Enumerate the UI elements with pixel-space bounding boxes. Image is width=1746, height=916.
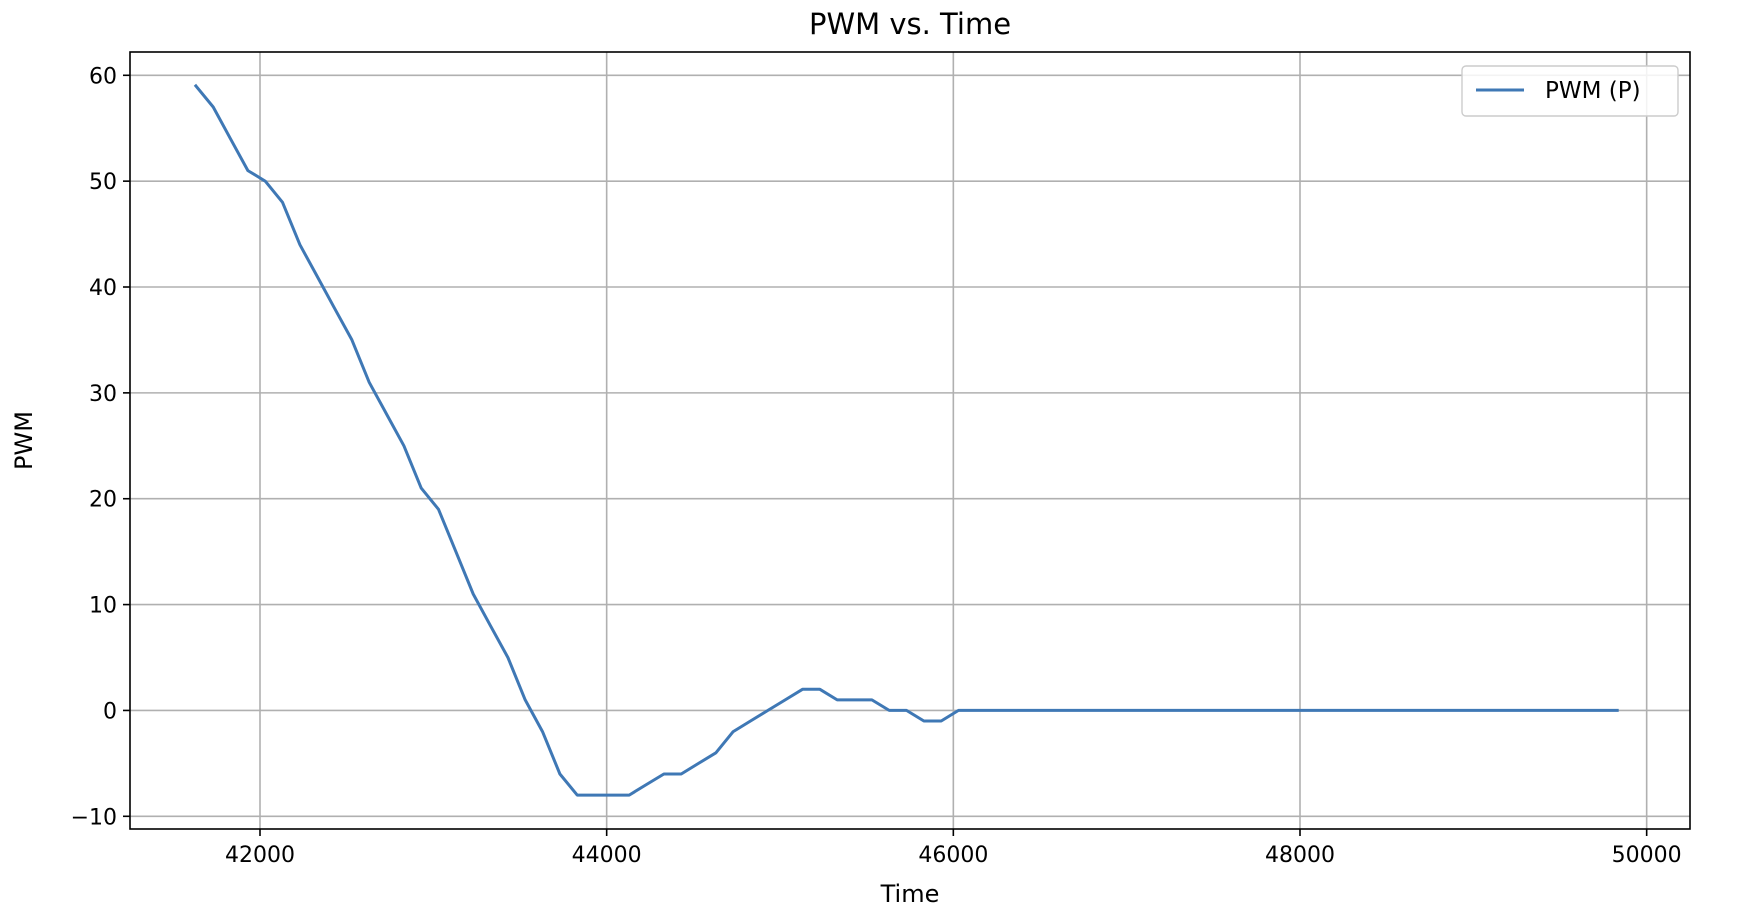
legend-entry-label: PWM (P) — [1545, 78, 1641, 104]
y-axis: −10 0 10 20 30 40 50 60 — [71, 64, 130, 830]
y-tick-label: 10 — [89, 594, 117, 619]
y-tick-label: 50 — [89, 170, 117, 195]
plot-frame — [129, 51, 1691, 830]
y-tick-label: 0 — [103, 699, 117, 724]
chart-title: PWM vs. Time — [809, 7, 1011, 41]
y-axis-label: PWM — [10, 411, 38, 470]
x-tick-label: 48000 — [1265, 843, 1335, 868]
grid — [130, 52, 1690, 829]
legend: PWM (P) — [1461, 65, 1679, 117]
y-tick-label: −10 — [71, 805, 117, 830]
x-tick-label: 44000 — [572, 843, 642, 868]
series-line — [193, 83, 1619, 797]
x-tick-label: 42000 — [225, 843, 295, 868]
x-tick-label: 46000 — [918, 843, 988, 868]
y-tick-label: 20 — [89, 488, 117, 513]
y-tick-label: 30 — [89, 382, 117, 407]
x-tick-label: 50000 — [1612, 843, 1682, 868]
legend-box — [1461, 65, 1679, 117]
y-tick-label: 40 — [89, 276, 117, 301]
y-tick-label: 60 — [89, 64, 117, 89]
x-axis: 42000 44000 46000 48000 50000 — [225, 829, 1682, 868]
x-axis-label: Time — [880, 880, 940, 908]
series-layer — [193, 83, 1619, 797]
